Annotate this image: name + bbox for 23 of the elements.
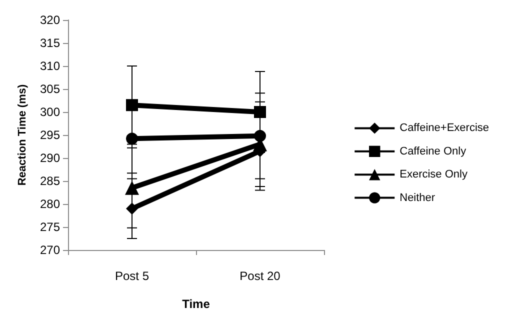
y-tick-label: 295 [40,128,60,142]
y-tick-label: 280 [40,197,60,211]
point [126,99,138,112]
x-tick-label: Post 20 [240,269,281,283]
legend-label: Caffeine Only [400,145,467,158]
legend-label: Neither [400,192,436,204]
point [126,132,138,145]
y-tick-label: 305 [40,82,60,96]
legend-label: Caffeine+Exercise [400,122,489,134]
y-tick-label: 315 [40,36,60,50]
y-tick-label: 270 [40,243,60,257]
point [254,106,266,118]
y-axis-title: Reaction Time (ms) [16,84,28,186]
point [126,202,138,215]
y-tick-label: 300 [40,105,60,119]
x-axis-title: Time [182,297,210,311]
y-tick-label: 320 [40,13,60,27]
y-tick-label: 275 [40,220,60,234]
y-tick-label: 290 [40,151,60,165]
y-tick-label: 310 [40,59,60,73]
legend-label: Exercise Only [400,168,468,181]
y-tick-label: 285 [40,174,60,188]
x-tick-label: Post 5 [114,269,150,283]
